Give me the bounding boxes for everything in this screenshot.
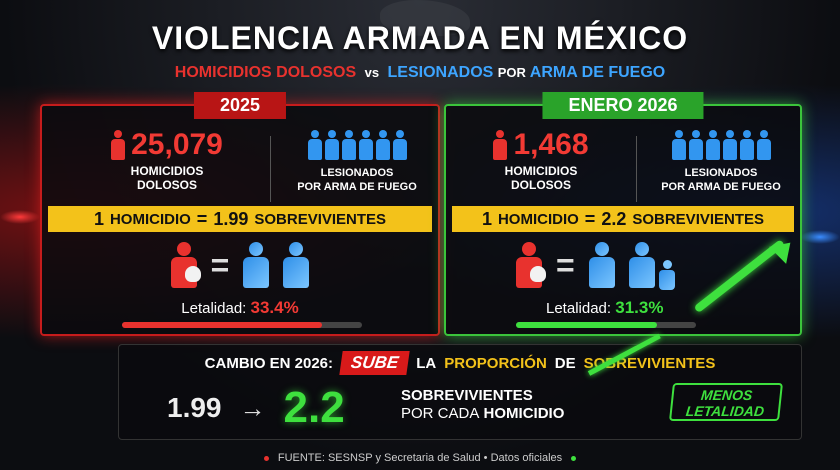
change-text-de: DE — [554, 354, 576, 372]
divider — [636, 136, 637, 202]
source-note: FUENTE: SESNSP y Secretaria de Salud • D… — [0, 452, 840, 464]
banner-sobrevivientes: SOBREVIVIENTES — [632, 210, 765, 228]
lesionados-label-line1: LESIONADOS — [320, 167, 394, 179]
people-group-blue-icon — [646, 128, 796, 160]
homicidios-label-2025: HOMICIDIOS DOLOSOS — [82, 164, 252, 192]
police-light-blue — [800, 230, 840, 244]
menos-line-1: MENOS — [700, 387, 754, 403]
per-homicidio-text: SOBREVIVIENTES POR CADA HOMICIDIO — [401, 387, 564, 423]
banner-eq: = — [196, 208, 208, 229]
panel-2025-tag: 2025 — [193, 92, 287, 119]
page-title: VIOLENCIA ARMADA EN MÉXICO — [151, 20, 689, 56]
banner-one: 1 — [481, 208, 492, 229]
per-line-2a: POR CADA — [401, 405, 480, 422]
police-light-red — [0, 210, 40, 224]
homicidios-block-2025: 25,079 HOMICIDIOS DOLOSOS — [82, 128, 252, 192]
subtitle-homicidios: HOMICIDIOS DOLOSOS — [174, 64, 357, 81]
banner-homicidio: HOMICIDIO — [497, 210, 579, 228]
menos-letalidad-badge: MENOS LETALIDAD — [669, 383, 783, 421]
change-headline: CAMBIO EN 2026: SUBE LA PROPORCIÓN DE SO… — [119, 351, 801, 375]
right-arrow-icon: → — [239, 392, 266, 423]
homicidios-block-2026: 1,468 HOMICIDIOS DOLOSOS — [466, 128, 616, 192]
letalidad-value: 33.4% — [250, 298, 299, 317]
letalidad-label: Letalidad: — [181, 300, 247, 317]
banner-sobrevivientes: SOBREVIVIENTES — [254, 210, 387, 228]
homicidios-label-line2: DOLOSOS — [136, 178, 197, 192]
victim-skull-icon — [170, 242, 201, 288]
survivor-icon — [283, 242, 310, 288]
homicidios-label-line2: DOLOSOS — [510, 178, 571, 192]
new-ratio: 2.2 — [283, 383, 345, 432]
homicidios-value-2025: 25,079 — [131, 128, 223, 161]
panel-enero-2026: ENERO 2026 1,468 HOMICIDIOS DOLOSOS LESI… — [444, 92, 802, 336]
old-ratio: 1.99 — [167, 392, 222, 423]
subtitle-vs: vs — [364, 65, 380, 80]
banner-one: 1 — [93, 208, 104, 229]
red-dot-icon — [263, 455, 269, 461]
lesionados-label-line2: POR ARMA DE FUEGO — [297, 181, 417, 193]
sube-badge: SUBE — [339, 351, 410, 375]
letalidad-bar-2026 — [516, 322, 696, 328]
letalidad-2025: Letalidad: 33.4% — [42, 298, 438, 318]
equals-sign: = — [210, 246, 230, 283]
person-red-icon — [111, 130, 126, 160]
panel-2026-tag: ENERO 2026 — [542, 92, 704, 119]
people-group-blue-icon — [282, 128, 432, 160]
menos-line-2: LETALIDAD — [685, 403, 766, 419]
mexico-map-icon — [380, 0, 470, 36]
banner-value: 1.99 — [213, 208, 249, 229]
letalidad-bar-2025 — [122, 322, 362, 328]
green-dot-icon — [571, 455, 577, 461]
homicidios-label-line1: HOMICIDIOS — [130, 164, 204, 178]
letalidad-label: Letalidad: — [546, 300, 612, 317]
homicidios-label-line1: HOMICIDIOS — [504, 164, 578, 178]
divider — [270, 136, 271, 202]
ratio-banner-2025: 1 HOMICIDIO = 1.99 SOBREVIVIENTES — [48, 206, 432, 232]
source-text: FUENTE: SESNSP y Secretaria de Salud • D… — [277, 452, 563, 464]
page-subtitle: HOMICIDIOS DOLOSOS vs LESIONADOS POR ARM… — [0, 64, 840, 82]
victim-skull-icon — [516, 242, 546, 288]
banner-homicidio: HOMICIDIO — [109, 210, 191, 228]
survivor-icon — [628, 242, 655, 288]
lesionados-block-2025: LESIONADOS POR ARMA DE FUEGO — [282, 128, 432, 194]
ratio-comparison: 1.99 → 2.2 — [167, 383, 345, 433]
survivor-icon — [588, 242, 615, 288]
equation-2026: = — [446, 240, 800, 290]
banner-value: 2.2 — [601, 208, 627, 229]
change-text-la: LA — [416, 354, 437, 372]
per-line-2b: HOMICIDIO — [483, 405, 565, 422]
change-prefix: CAMBIO EN 2026: — [204, 354, 334, 372]
lesionados-label-line1: LESIONADOS — [684, 167, 758, 179]
change-text-proporcion: PROPORCIÓN — [444, 354, 547, 372]
ratio-banner-2026: 1 HOMICIDIO = 2.2 SOBREVIVIENTES — [452, 206, 794, 232]
equation-2025: = — [42, 240, 438, 290]
panel-2025: 2025 25,079 HOMICIDIOS DOLOSOS LESIONADO… — [40, 92, 440, 336]
letalidad-value: 31.3% — [615, 298, 664, 317]
change-panel: CAMBIO EN 2026: SUBE LA PROPORCIÓN DE SO… — [118, 333, 802, 440]
per-line-1: SOBREVIVIENTES — [401, 387, 533, 404]
person-red-icon — [493, 130, 508, 160]
banner-eq: = — [584, 208, 596, 229]
letalidad-2026: Letalidad: 31.3% — [446, 298, 800, 318]
homicidios-value-2026: 1,468 — [513, 128, 589, 161]
survivor-small-icon — [658, 260, 675, 290]
survivor-icon — [243, 242, 270, 288]
subtitle-por: POR — [497, 65, 526, 80]
letalidad-bar-fill — [122, 322, 323, 328]
equals-sign: = — [556, 246, 575, 283]
subtitle-lesionados: LESIONADOS — [387, 64, 494, 81]
letalidad-bar-fill — [516, 322, 657, 328]
lesionados-block-2026: LESIONADOS POR ARMA DE FUEGO — [646, 128, 796, 194]
subtitle-arma: ARMA DE FUEGO — [529, 64, 666, 81]
lesionados-label-line2: POR ARMA DE FUEGO — [661, 181, 781, 193]
